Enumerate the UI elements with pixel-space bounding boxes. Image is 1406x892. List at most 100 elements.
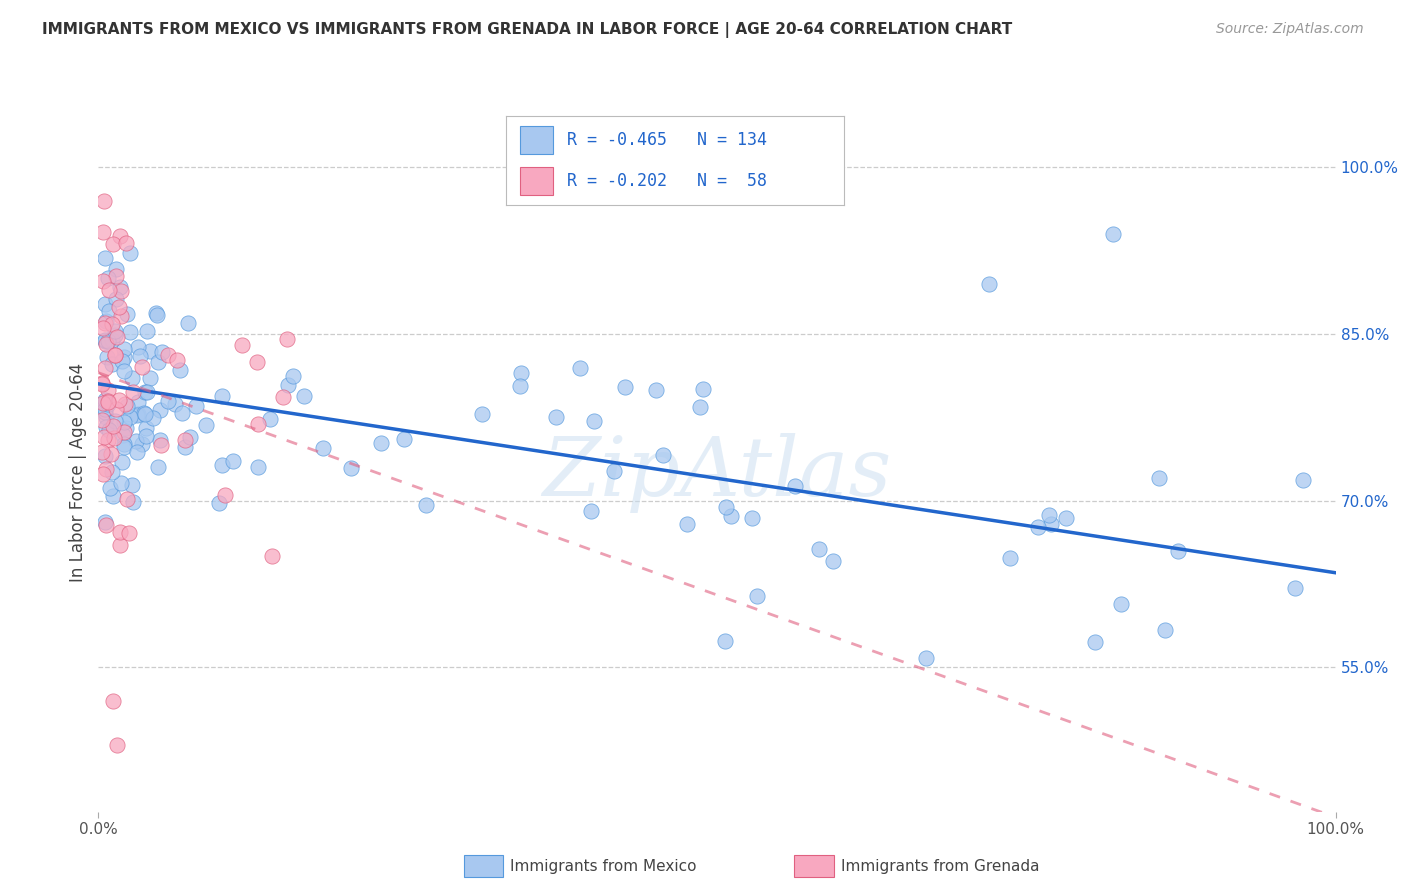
Point: [93, 449, 115, 463]
Point: [115, 421, 138, 435]
Point: [1284, 581, 1306, 595]
Point: [117, 526, 139, 541]
Point: [163, 397, 186, 411]
Point: [94, 517, 117, 532]
Point: [105, 402, 128, 417]
Point: [569, 361, 592, 376]
Text: IMMIGRANTS FROM MEXICO VS IMMIGRANTS FROM GRENADA IN LABOR FORCE | AGE 20-64 COR: IMMIGRANTS FROM MEXICO VS IMMIGRANTS FRO…: [42, 22, 1012, 38]
Point: [211, 389, 233, 403]
Point: [998, 551, 1021, 566]
Point: [231, 338, 253, 352]
Point: [276, 333, 298, 347]
Point: [91, 396, 114, 410]
Point: [108, 538, 131, 552]
Point: [121, 370, 143, 384]
Point: [100, 447, 122, 461]
Point: [105, 329, 128, 343]
Point: [118, 410, 141, 425]
Point: [94, 419, 117, 434]
Point: [114, 397, 136, 411]
Text: R = -0.465   N = 134: R = -0.465 N = 134: [567, 131, 766, 149]
Point: [582, 414, 605, 428]
Point: [131, 359, 153, 374]
Point: [94, 336, 117, 351]
Point: [93, 396, 115, 410]
Point: [415, 498, 437, 512]
Point: [103, 693, 125, 707]
Point: [1038, 508, 1060, 522]
Point: [101, 317, 124, 331]
Point: [131, 436, 153, 450]
Point: [98, 423, 121, 437]
Point: [114, 235, 136, 250]
Point: [104, 268, 127, 283]
Point: [108, 280, 131, 294]
Point: [110, 284, 132, 298]
Point: [150, 438, 173, 452]
Point: [93, 516, 115, 530]
Point: [166, 353, 188, 368]
Point: [91, 320, 114, 334]
Point: [277, 377, 299, 392]
Text: Source: ZipAtlas.com: Source: ZipAtlas.com: [1216, 22, 1364, 37]
Point: [340, 461, 363, 475]
Point: [138, 343, 160, 358]
Point: [135, 385, 157, 400]
Point: [214, 488, 236, 502]
Point: [689, 400, 711, 414]
Point: [94, 410, 117, 425]
Point: [713, 634, 735, 648]
Point: [602, 464, 624, 478]
Point: [115, 307, 138, 321]
Point: [112, 440, 135, 454]
Point: [1084, 635, 1107, 649]
Point: [208, 496, 231, 510]
Point: [100, 357, 122, 371]
Point: [112, 342, 135, 356]
Point: [720, 508, 742, 523]
Point: [392, 432, 415, 446]
Point: [135, 421, 157, 435]
Point: [138, 371, 160, 385]
Point: [108, 229, 131, 244]
Point: [509, 378, 531, 392]
Point: [714, 500, 737, 514]
Point: [110, 475, 132, 490]
Point: [107, 300, 129, 314]
Point: [177, 316, 200, 330]
Point: [510, 366, 533, 380]
Point: [103, 414, 125, 428]
Point: [93, 194, 115, 208]
Point: [112, 425, 135, 440]
Point: [246, 460, 269, 475]
Point: [98, 481, 121, 495]
Point: [94, 462, 117, 476]
Point: [122, 495, 145, 509]
Point: [114, 437, 136, 451]
Point: [644, 383, 666, 397]
Point: [146, 460, 169, 475]
Point: [148, 355, 170, 369]
Point: [157, 394, 180, 409]
Point: [134, 385, 156, 400]
Point: [93, 401, 115, 416]
Point: [97, 397, 120, 411]
Point: [91, 376, 114, 391]
Point: [1102, 227, 1125, 241]
Point: [111, 354, 134, 368]
Point: [1111, 598, 1133, 612]
Point: [1054, 511, 1077, 525]
Point: [915, 651, 938, 665]
Point: [312, 442, 335, 456]
Point: [675, 517, 697, 532]
Text: ZipAtlas: ZipAtlas: [543, 433, 891, 513]
Point: [186, 399, 208, 413]
Point: [101, 418, 124, 433]
Bar: [520, 167, 554, 195]
Point: [97, 383, 120, 397]
Point: [112, 350, 135, 364]
Point: [808, 541, 831, 556]
Point: [118, 325, 141, 339]
Point: [260, 549, 283, 563]
Point: [259, 412, 281, 426]
